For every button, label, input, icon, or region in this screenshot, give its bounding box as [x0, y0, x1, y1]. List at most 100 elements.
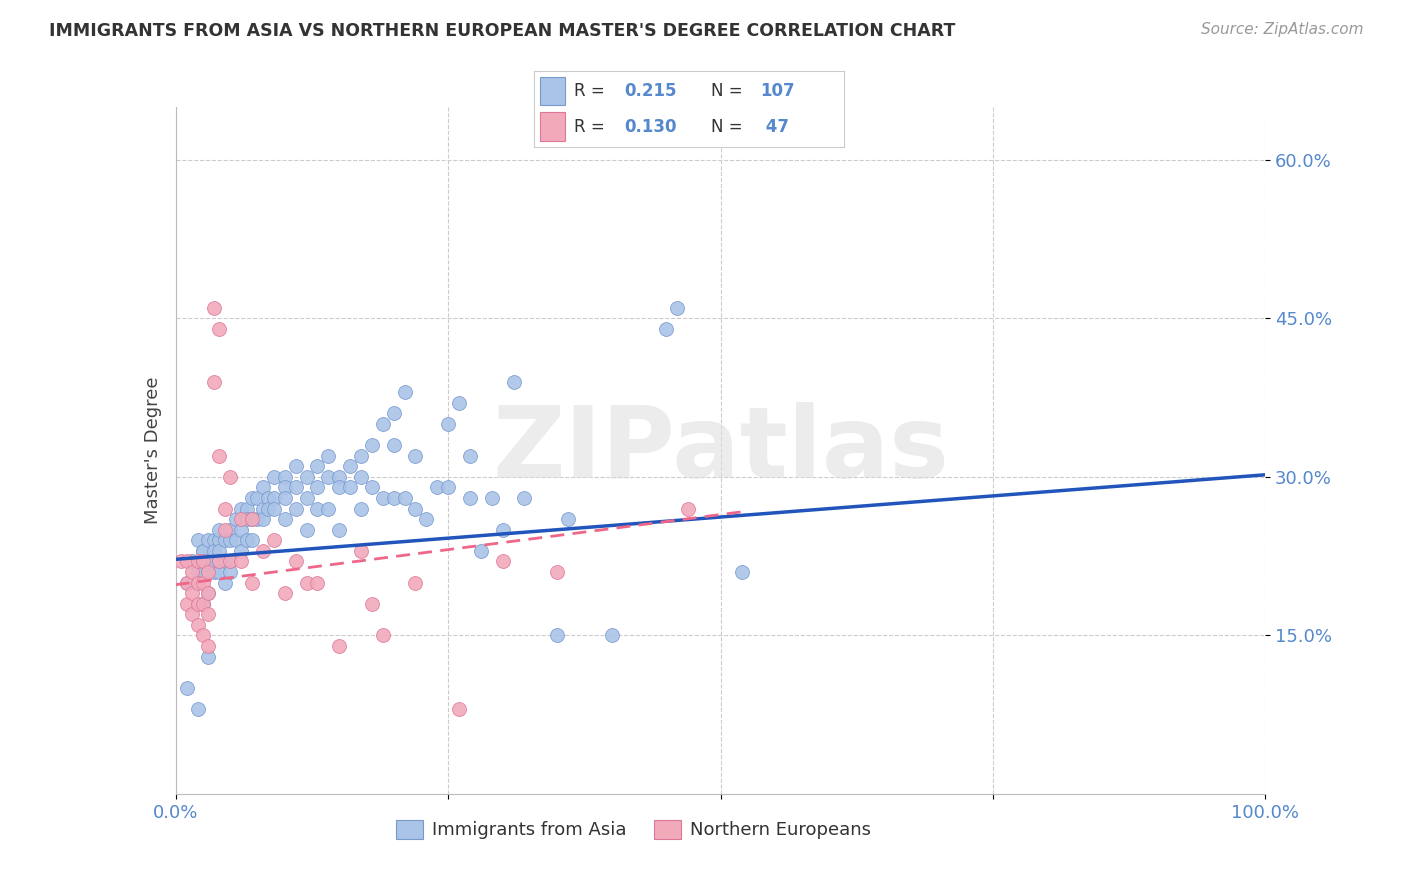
Point	[186, 565, 209, 579]
Point	[231, 512, 253, 526]
Point	[181, 565, 204, 579]
Point	[214, 575, 236, 590]
Point	[676, 501, 699, 516]
Point	[191, 628, 214, 642]
Text: N =: N =	[710, 118, 748, 136]
Point	[208, 565, 231, 579]
Point	[415, 512, 437, 526]
Point	[208, 449, 231, 463]
Point	[225, 512, 247, 526]
Point	[214, 501, 236, 516]
Point	[197, 565, 219, 579]
Point	[655, 322, 678, 336]
Point	[197, 586, 219, 600]
Point	[437, 480, 460, 494]
Point	[240, 491, 263, 505]
Point	[214, 554, 236, 568]
Point	[360, 480, 382, 494]
Point	[170, 554, 193, 568]
Point	[202, 544, 225, 558]
Point	[328, 480, 350, 494]
Point	[274, 586, 297, 600]
Point	[318, 501, 340, 516]
Point	[600, 628, 623, 642]
Point	[191, 554, 214, 568]
Text: IMMIGRANTS FROM ASIA VS NORTHERN EUROPEAN MASTER'S DEGREE CORRELATION CHART: IMMIGRANTS FROM ASIA VS NORTHERN EUROPEA…	[49, 22, 956, 40]
Point	[176, 575, 198, 590]
Point	[339, 480, 361, 494]
Point	[252, 501, 274, 516]
Point	[219, 554, 242, 568]
Point	[214, 533, 236, 548]
Point	[208, 523, 231, 537]
Point	[405, 575, 427, 590]
Point	[546, 628, 568, 642]
Point	[181, 554, 204, 568]
Point	[231, 523, 253, 537]
Point	[502, 375, 524, 389]
Point	[382, 438, 405, 452]
Point	[492, 554, 515, 568]
Point	[202, 533, 225, 548]
Point	[225, 533, 247, 548]
Point	[666, 301, 689, 315]
Text: Source: ZipAtlas.com: Source: ZipAtlas.com	[1201, 22, 1364, 37]
Point	[186, 597, 209, 611]
Text: N =: N =	[710, 82, 748, 100]
Point	[284, 501, 307, 516]
Point	[274, 512, 297, 526]
Point	[208, 554, 231, 568]
Point	[202, 301, 225, 315]
Point	[208, 533, 231, 548]
Point	[186, 533, 209, 548]
Point	[202, 565, 225, 579]
Point	[405, 449, 427, 463]
Point	[328, 523, 350, 537]
Point	[263, 491, 285, 505]
Point	[350, 449, 373, 463]
Point	[350, 470, 373, 484]
Point	[731, 565, 754, 579]
Point	[458, 449, 481, 463]
Point	[437, 417, 460, 431]
Point	[546, 565, 568, 579]
Point	[235, 512, 257, 526]
Point	[492, 523, 515, 537]
Text: 47: 47	[761, 118, 789, 136]
Point	[186, 575, 209, 590]
Text: 0.215: 0.215	[624, 82, 676, 100]
Point	[274, 480, 297, 494]
Point	[274, 491, 297, 505]
Point	[295, 523, 318, 537]
Point	[284, 459, 307, 474]
Text: R =: R =	[575, 82, 610, 100]
Point	[394, 491, 416, 505]
Point	[394, 385, 416, 400]
Point	[371, 417, 394, 431]
Point	[360, 597, 382, 611]
Point	[191, 597, 214, 611]
Point	[318, 449, 340, 463]
Point	[231, 501, 253, 516]
Point	[246, 512, 269, 526]
Point	[197, 554, 219, 568]
Point	[350, 544, 373, 558]
Point	[274, 470, 297, 484]
Point	[202, 375, 225, 389]
Point	[318, 470, 340, 484]
Point	[191, 565, 214, 579]
Point	[208, 544, 231, 558]
Point	[176, 597, 198, 611]
Point	[197, 565, 219, 579]
Point	[371, 628, 394, 642]
Point	[257, 501, 280, 516]
Point	[219, 533, 242, 548]
Point	[382, 491, 405, 505]
Point	[307, 480, 329, 494]
Point	[186, 617, 209, 632]
Point	[360, 438, 382, 452]
Point	[231, 544, 253, 558]
Point	[405, 501, 427, 516]
Point	[252, 512, 274, 526]
Point	[339, 459, 361, 474]
